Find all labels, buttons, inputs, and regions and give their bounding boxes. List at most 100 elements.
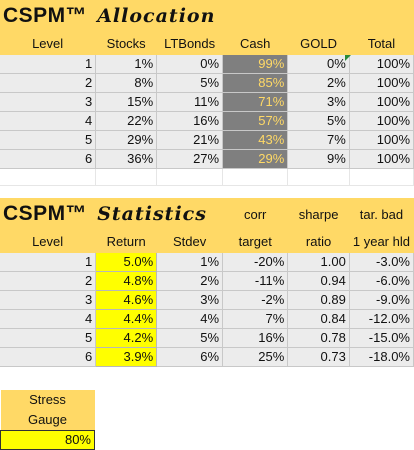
cell-gold[interactable]: 9% bbox=[287, 149, 350, 169]
cell-stdev[interactable]: 2% bbox=[156, 271, 224, 291]
cell-cash[interactable]: 99% bbox=[222, 54, 289, 74]
blank-row bbox=[0, 168, 414, 186]
cell-tar-bad[interactable]: -9.0% bbox=[349, 290, 414, 310]
cell-corr-target[interactable]: 7% bbox=[222, 309, 289, 329]
cell-ltbonds[interactable]: 11% bbox=[156, 92, 224, 112]
header-cell-gold[interactable]: GOLD bbox=[287, 34, 350, 55]
cell-total[interactable]: 100% bbox=[349, 92, 414, 112]
cell-level[interactable]: 4 bbox=[0, 111, 97, 131]
cell-corr-target[interactable]: -20% bbox=[222, 252, 289, 272]
cell-tar-bad[interactable]: -3.0% bbox=[349, 252, 414, 272]
cell-ltbonds[interactable]: 0% bbox=[156, 54, 224, 74]
header-cell-stocks[interactable]: Stocks bbox=[95, 34, 158, 55]
cell-tar-bad[interactable]: -15.0% bbox=[349, 328, 414, 348]
cell-gold[interactable]: 7% bbox=[287, 130, 350, 150]
cell-gold[interactable]: 5% bbox=[287, 111, 350, 131]
cell-level[interactable]: 6 bbox=[0, 347, 97, 367]
header-cell-level[interactable]: Level bbox=[0, 34, 97, 55]
header-cell-sharpe[interactable]: sharpe bbox=[287, 198, 350, 233]
cell-gold[interactable]: 0% bbox=[287, 54, 350, 74]
cell-stocks[interactable]: 36% bbox=[95, 149, 158, 169]
cell-level[interactable]: 4 bbox=[0, 309, 97, 329]
header-cell-level[interactable]: Level bbox=[0, 232, 97, 253]
cell-return[interactable]: 3.9% bbox=[95, 347, 158, 367]
empty-cell[interactable] bbox=[156, 168, 224, 186]
cell-return[interactable]: 4.8% bbox=[95, 271, 158, 291]
statistics-title-cell[interactable]: CSPM™ Statistics bbox=[0, 198, 224, 233]
cell-gold[interactable]: 2% bbox=[287, 73, 350, 93]
cell-corr-target[interactable]: 16% bbox=[222, 328, 289, 348]
header-cell-corr[interactable]: corr bbox=[222, 198, 289, 233]
cell-sharpe-ratio[interactable]: 0.89 bbox=[287, 290, 350, 310]
cell-cash[interactable]: 85% bbox=[222, 73, 289, 93]
header-cell-target[interactable]: target bbox=[222, 232, 289, 253]
cell-sharpe-ratio[interactable]: 0.73 bbox=[287, 347, 350, 367]
cell-ltbonds[interactable]: 5% bbox=[156, 73, 224, 93]
cell-level[interactable]: 2 bbox=[0, 271, 97, 291]
cell-stdev[interactable]: 4% bbox=[156, 309, 224, 329]
cell-level[interactable]: 2 bbox=[0, 73, 97, 93]
cell-stdev[interactable]: 1% bbox=[156, 252, 224, 272]
cell-ltbonds[interactable]: 21% bbox=[156, 130, 224, 150]
cell-total[interactable]: 100% bbox=[349, 149, 414, 169]
cell-corr-target[interactable]: -2% bbox=[222, 290, 289, 310]
stress-gauge-label-line2[interactable]: Gauge bbox=[0, 410, 95, 430]
cell-total[interactable]: 100% bbox=[349, 54, 414, 74]
cell-cash[interactable]: 43% bbox=[222, 130, 289, 150]
cell-return[interactable]: 4.4% bbox=[95, 309, 158, 329]
header-cell-total[interactable]: Total bbox=[349, 34, 414, 55]
cell-return[interactable]: 5.0% bbox=[95, 252, 158, 272]
cell-ltbonds[interactable]: 16% bbox=[156, 111, 224, 131]
cell-stocks[interactable]: 15% bbox=[95, 92, 158, 112]
cell-stdev[interactable]: 5% bbox=[156, 328, 224, 348]
cell-sharpe-ratio[interactable]: 0.78 bbox=[287, 328, 350, 348]
cell-tar-bad[interactable]: -12.0% bbox=[349, 309, 414, 329]
cell-sharpe-ratio[interactable]: 1.00 bbox=[287, 252, 350, 272]
cell-stocks[interactable]: 22% bbox=[95, 111, 158, 131]
cell-cash[interactable]: 71% bbox=[222, 92, 289, 112]
cell-level[interactable]: 3 bbox=[0, 290, 97, 310]
empty-cell[interactable] bbox=[349, 168, 414, 186]
table-row: 6 3.9% 6% 25% 0.73 -18.0% bbox=[0, 347, 414, 367]
cell-return[interactable]: 4.6% bbox=[95, 290, 158, 310]
header-cell-cash[interactable]: Cash bbox=[222, 34, 289, 55]
empty-cell[interactable] bbox=[222, 168, 289, 186]
cell-stocks[interactable]: 1% bbox=[95, 54, 158, 74]
stress-gauge-label-line1[interactable]: Stress bbox=[0, 390, 95, 410]
header-cell-ratio[interactable]: ratio bbox=[287, 232, 350, 253]
cell-stocks[interactable]: 29% bbox=[95, 130, 158, 150]
cell-level[interactable]: 1 bbox=[0, 252, 97, 272]
cell-stdev[interactable]: 6% bbox=[156, 347, 224, 367]
cell-sharpe-ratio[interactable]: 0.84 bbox=[287, 309, 350, 329]
cell-level[interactable]: 5 bbox=[0, 328, 97, 348]
cell-tar-bad[interactable]: -6.0% bbox=[349, 271, 414, 291]
stress-gauge-value[interactable]: 80% bbox=[0, 429, 95, 450]
cell-cash[interactable]: 29% bbox=[222, 149, 289, 169]
empty-cell[interactable] bbox=[287, 168, 350, 186]
cell-tar-bad[interactable]: -18.0% bbox=[349, 347, 414, 367]
header-cell-return[interactable]: Return bbox=[95, 232, 158, 253]
cell-stdev[interactable]: 3% bbox=[156, 290, 224, 310]
header-cell-ltbonds[interactable]: LTBonds bbox=[156, 34, 224, 55]
cell-level[interactable]: 1 bbox=[0, 54, 97, 74]
header-cell-tar-bad[interactable]: tar. bad bbox=[349, 198, 414, 233]
header-cell-stdev[interactable]: Stdev bbox=[156, 232, 224, 253]
cell-gold[interactable]: 3% bbox=[287, 92, 350, 112]
empty-cell[interactable] bbox=[95, 168, 158, 186]
cell-cash[interactable]: 57% bbox=[222, 111, 289, 131]
header-cell-1-year-hld[interactable]: 1 year hld bbox=[349, 232, 414, 253]
cell-level[interactable]: 6 bbox=[0, 149, 97, 169]
cell-total[interactable]: 100% bbox=[349, 111, 414, 131]
cell-stocks[interactable]: 8% bbox=[95, 73, 158, 93]
cell-sharpe-ratio[interactable]: 0.94 bbox=[287, 271, 350, 291]
empty-cell[interactable] bbox=[0, 168, 97, 186]
cell-total[interactable]: 100% bbox=[349, 130, 414, 150]
cell-ltbonds[interactable]: 27% bbox=[156, 149, 224, 169]
cell-level[interactable]: 3 bbox=[0, 92, 97, 112]
cell-corr-target[interactable]: -11% bbox=[222, 271, 289, 291]
cell-return[interactable]: 4.2% bbox=[95, 328, 158, 348]
cell-corr-target[interactable]: 25% bbox=[222, 347, 289, 367]
cell-total[interactable]: 100% bbox=[349, 73, 414, 93]
cell-level[interactable]: 5 bbox=[0, 130, 97, 150]
allocation-title-cell[interactable]: CSPM™ Allocation bbox=[0, 0, 414, 35]
